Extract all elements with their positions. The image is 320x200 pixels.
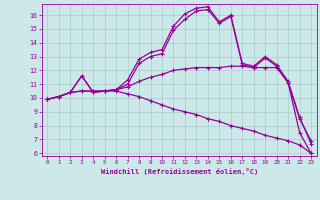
X-axis label: Windchill (Refroidissement éolien,°C): Windchill (Refroidissement éolien,°C) <box>100 168 258 175</box>
